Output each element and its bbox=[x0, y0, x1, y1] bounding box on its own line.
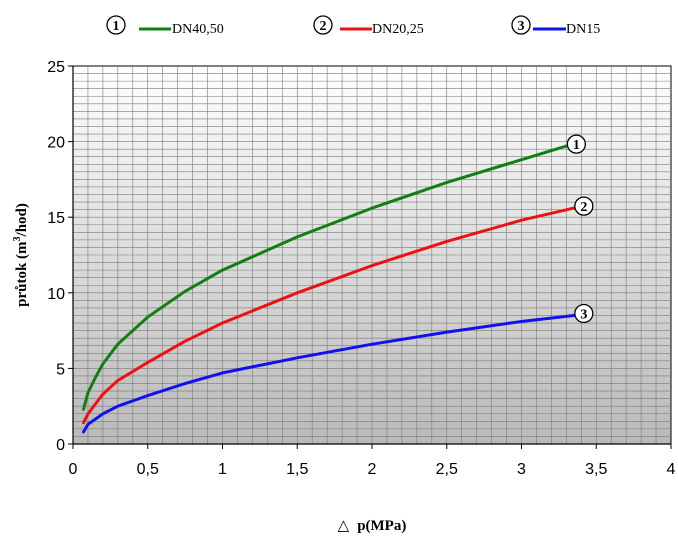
y-tick-label: 20 bbox=[47, 135, 65, 152]
x-tick-label: 3 bbox=[517, 461, 526, 478]
x-tick-label: 3,5 bbox=[585, 461, 607, 478]
x-axis-title-text: p(MPa) bbox=[357, 518, 406, 534]
legend-marker-1-circle bbox=[106, 15, 126, 35]
legend-label-2: DN20,25 bbox=[372, 22, 424, 37]
series-end-marker-2 bbox=[574, 196, 594, 216]
grid bbox=[73, 66, 671, 444]
y-axis-title: průtok (m3/hod) bbox=[12, 203, 30, 307]
legend-marker-2-circle bbox=[313, 15, 333, 35]
legend-marker-3-circle bbox=[511, 15, 531, 35]
y-tick-label: 5 bbox=[56, 361, 65, 378]
series-end-marker-label-2: 2 bbox=[580, 200, 587, 215]
x-tick-label: 2,5 bbox=[436, 461, 458, 478]
x-tick-label: 4 bbox=[667, 461, 676, 478]
series-line-1 bbox=[82, 144, 568, 411]
y-axis-title-sup: 3 bbox=[12, 236, 23, 241]
legend-item-1: 1 DN40,50 bbox=[106, 15, 224, 37]
x-tick-label: 1,5 bbox=[286, 461, 308, 478]
x-axis-title: △ p(MPa) bbox=[338, 518, 407, 534]
x-axis-title-prefix: △ bbox=[338, 518, 350, 534]
y-tick-label: 10 bbox=[47, 286, 65, 303]
legend-item-3: 3 DN15 bbox=[511, 15, 600, 37]
axes bbox=[68, 65, 672, 449]
series-end-marker-1 bbox=[566, 134, 586, 154]
series-end-marker-label-3: 3 bbox=[580, 307, 587, 322]
legend: 1 DN40,50 2 DN20,25 3 DN15 bbox=[106, 15, 600, 37]
y-tick-label: 0 bbox=[56, 437, 65, 454]
x-tick-label: 0,5 bbox=[137, 461, 159, 478]
series-line-2 bbox=[82, 206, 576, 425]
legend-marker-2-label: 2 bbox=[320, 19, 327, 34]
y-axis-title-suffix: /hod) bbox=[14, 203, 30, 237]
y-axis-title-prefix: průtok (m bbox=[14, 241, 30, 307]
series-end-markers: 1 2 3 bbox=[566, 134, 594, 324]
series-end-marker-label-1: 1 bbox=[573, 138, 580, 153]
legend-item-2: 2 DN20,25 bbox=[313, 15, 424, 37]
x-tick-label: 2 bbox=[368, 461, 377, 478]
legend-marker-3-label: 3 bbox=[518, 19, 525, 34]
series-end-marker-3 bbox=[574, 303, 594, 324]
legend-label-3: DN15 bbox=[566, 22, 600, 37]
x-tick-label: 0 bbox=[69, 461, 78, 478]
series-line-3 bbox=[82, 314, 576, 434]
y-tick-label: 25 bbox=[47, 59, 65, 76]
x-tick-label: 1 bbox=[218, 461, 227, 478]
series-lines bbox=[82, 144, 576, 434]
y-tick-label: 15 bbox=[47, 210, 65, 227]
legend-marker-1-label: 1 bbox=[113, 19, 120, 34]
tick-labels: 0 5 10 15 20 25 0 0,5 1 1,5 2 2,5 3 3,5 4 bbox=[47, 59, 675, 478]
legend-label-1: DN40,50 bbox=[172, 22, 224, 37]
